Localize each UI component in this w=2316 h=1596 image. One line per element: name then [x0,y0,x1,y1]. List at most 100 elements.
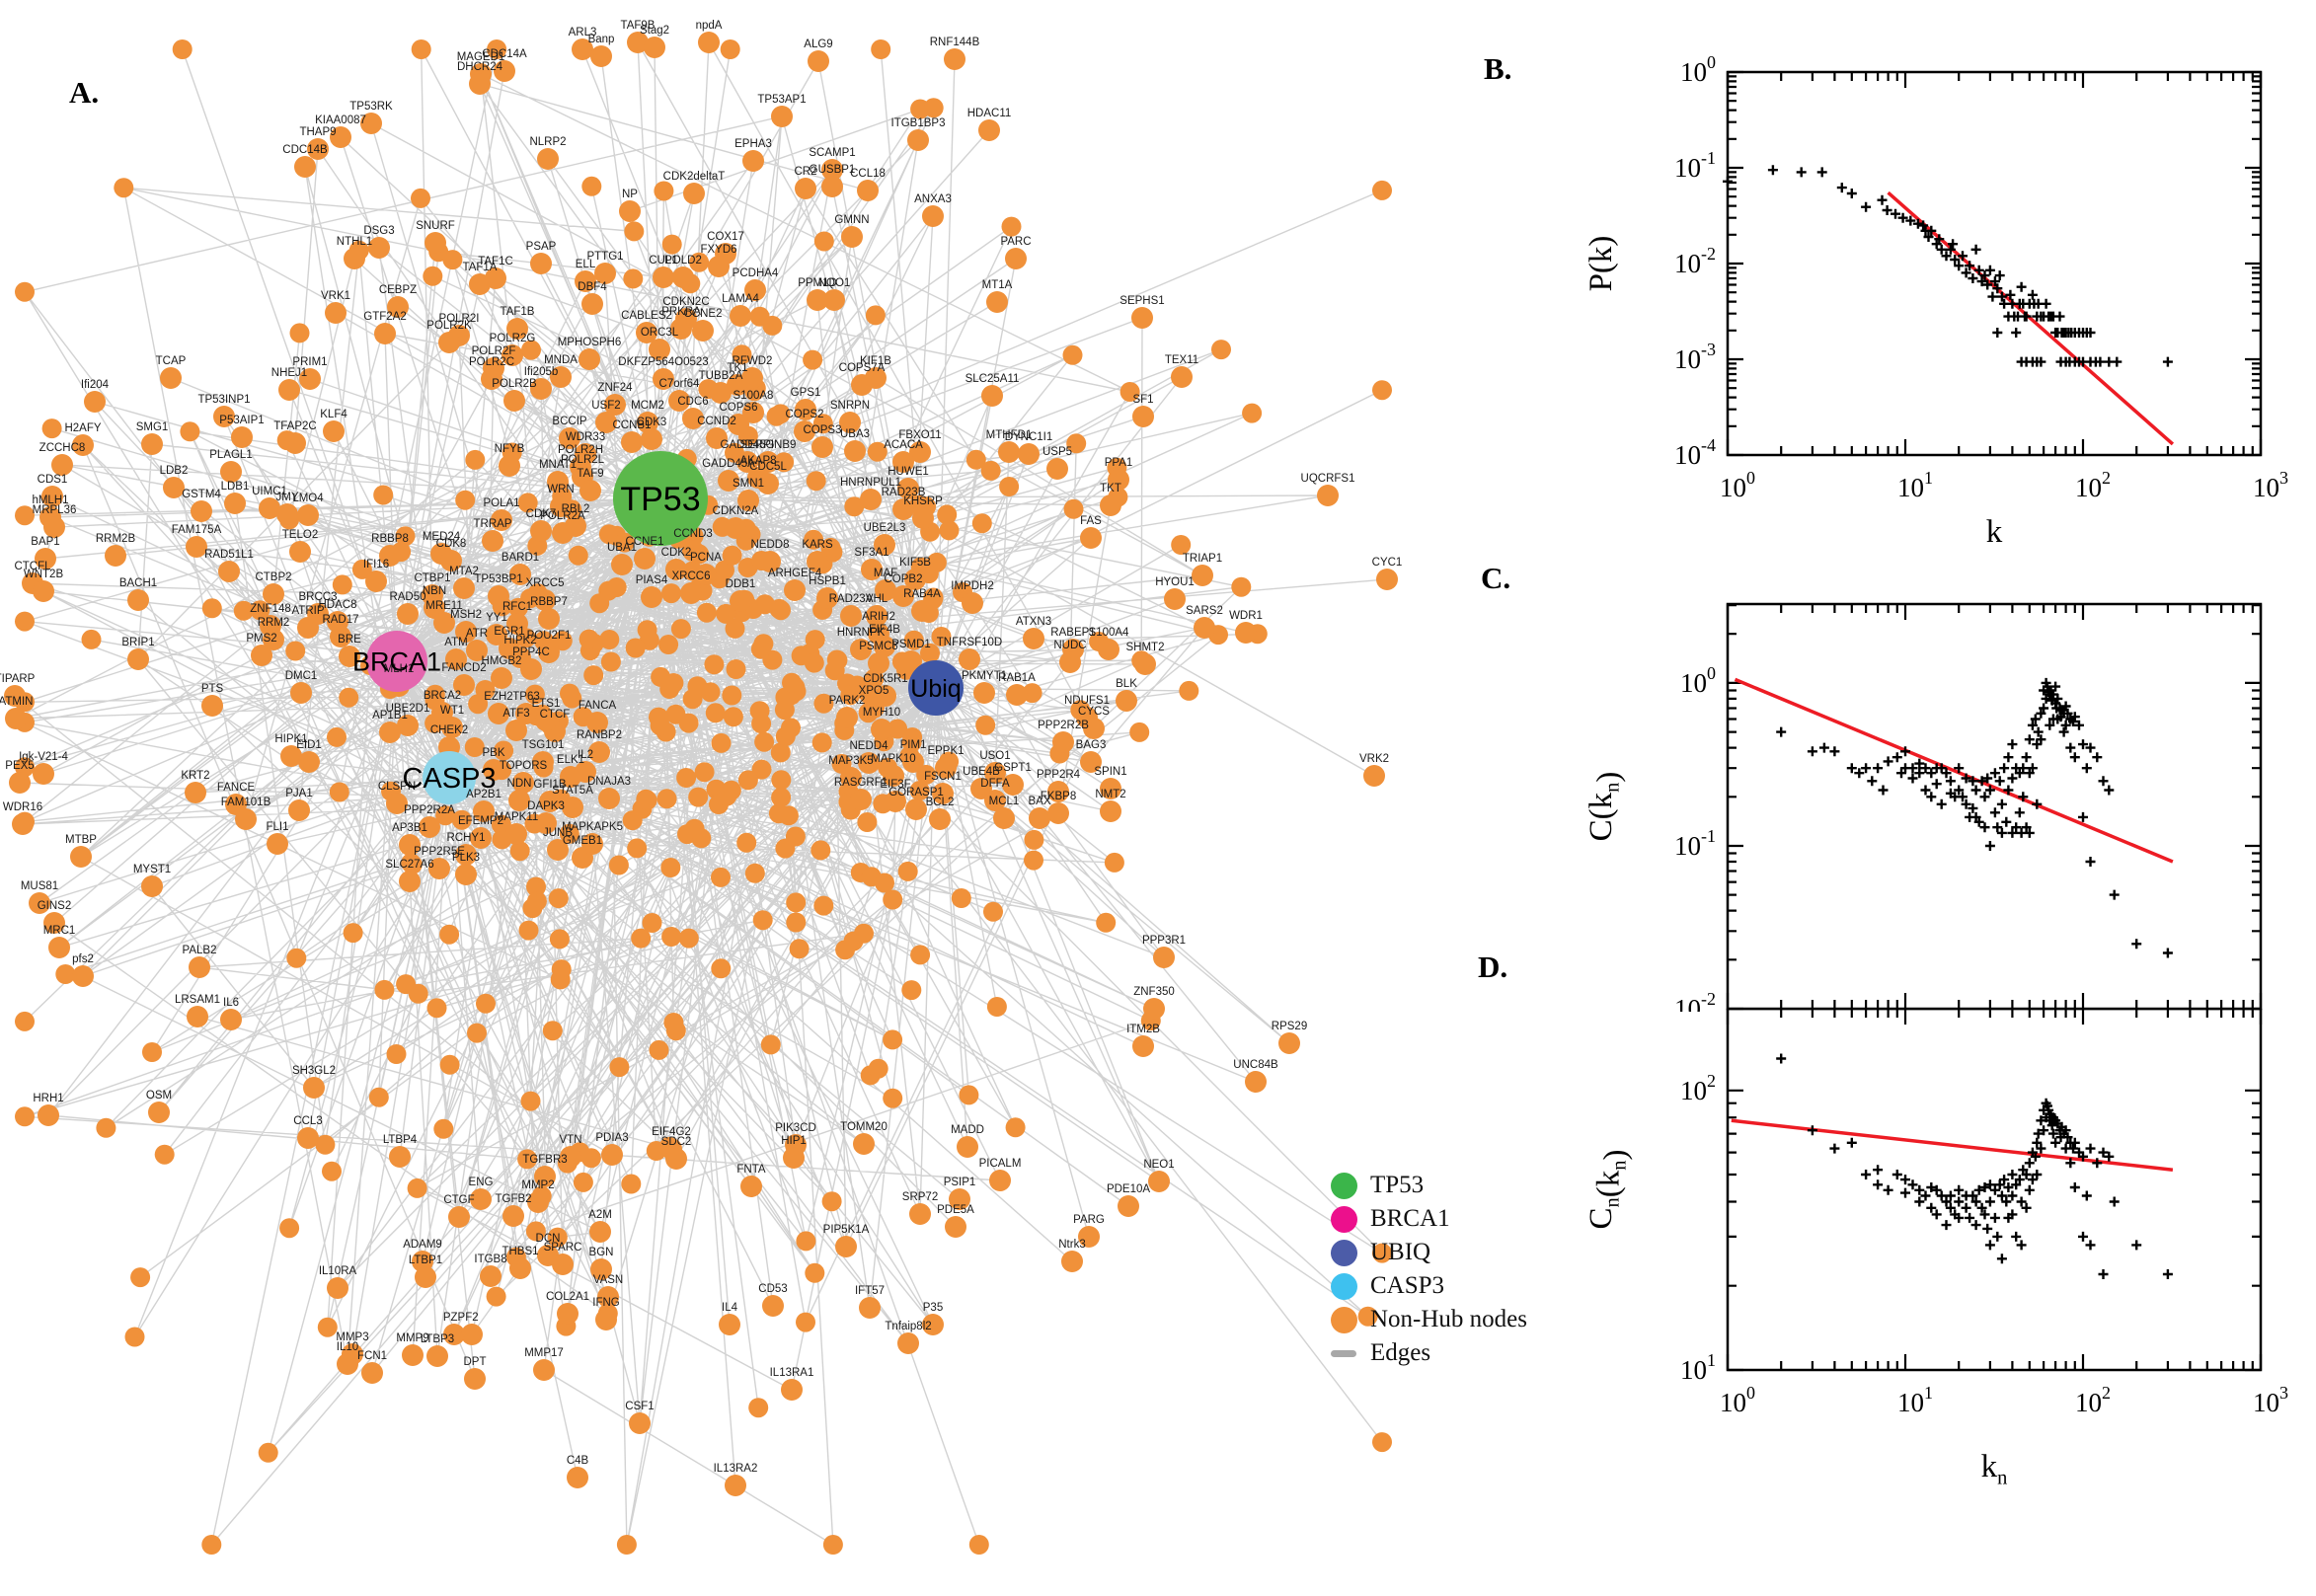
svg-text:100: 100 [1680,52,1716,87]
network-node [530,520,552,542]
network-node [547,471,569,493]
network-node [874,636,895,657]
node-label: DKFZP564O0523 [618,356,708,368]
network-node [298,751,320,773]
network-node [579,480,601,501]
node-label: FANCE [217,782,256,794]
node-label: SF1 [1132,394,1153,406]
node-label: MMP2 [521,1179,554,1191]
svg-text:101: 101 [1897,468,1933,502]
chart-neighborhood-connectivity: 102 101 100 101 102 103 Cn(kn) kn [1540,1007,2316,1596]
node-label: PPP2R2A [404,804,455,816]
node-label: WT1 [440,705,464,717]
network-node [1134,653,1156,675]
node-label: RASGRF1 [834,777,888,789]
network-node [1018,443,1040,465]
network-node [993,807,1015,829]
network-node [840,605,862,627]
network-node [621,431,643,453]
network-node [297,1127,319,1149]
scatter-points [1776,677,2173,958]
network-node [1083,718,1105,739]
hub-label-Ubiq: Ubiq [910,675,961,703]
network-node [816,587,838,609]
legend-label: BRCA1 [1370,1205,1450,1232]
node-label: PARK2 [829,695,866,707]
network-node [604,394,626,416]
node-label: XRCC6 [672,570,711,582]
network-node [278,379,300,401]
node-label: AKAP8 [739,455,776,467]
network-node [534,1166,556,1187]
network-node [897,1332,919,1354]
node-label: VRK2 [1359,753,1389,765]
hub-BRCA1 [366,631,427,692]
network-node [959,648,980,670]
node-label: TGFBR3 [522,1154,567,1166]
network-node [1153,947,1175,968]
node-label: NEDD4 [850,740,889,752]
svg-text:102: 102 [1680,1071,1716,1105]
node-label: MYST1 [133,864,171,875]
node-label: LDB2 [160,465,189,477]
network-node [857,180,879,201]
node-label: UNC84B [1233,1059,1278,1071]
node-label: COPS6 [720,402,758,414]
node-label: CD53 [758,1283,787,1295]
node-label: KARS [802,539,833,551]
network-node [440,550,462,571]
network-node [399,871,421,892]
svg-text:100: 100 [1680,663,1716,698]
hub-label-TP53: TP53 [620,481,700,518]
node-label: KIAA0087 [315,114,366,126]
node-label: DDB1 [726,578,756,590]
node-label: DAPK3 [527,800,565,812]
node-label: EGR1 [494,626,524,638]
network-node [725,1475,746,1496]
node-label: EFEMP2 [458,815,503,827]
node-label: MTBP [65,834,97,846]
node-label: JMY [276,492,299,503]
network-node [379,545,401,567]
network-node [325,302,347,324]
network-node [402,1344,424,1366]
node-label: TOMM20 [840,1121,888,1133]
node-label: BRCC3 [299,591,338,603]
node-label: TKT [1100,483,1121,494]
node-label: PSMC3 [859,641,898,652]
network-node [415,1266,436,1288]
network-node [505,823,527,845]
network-node [284,432,306,454]
network-node [1194,617,1215,639]
node-label: POU2F1 [527,630,572,642]
fit-line [1887,190,2175,446]
node-label: MADD [951,1124,984,1136]
network-node [581,293,603,315]
network-node [875,579,896,601]
node-label: MTHFD1 [986,429,1033,441]
node-label: CDC5L [749,461,787,473]
network-node [448,1206,470,1228]
network-node [502,344,523,366]
network-node [547,839,569,861]
network-node [539,791,561,812]
network-node [506,613,528,635]
node-label: RAD23B [882,487,926,498]
node-label: ITM2B [1126,1024,1160,1035]
node-label: HMGB2 [482,655,522,667]
node-label: LTBP1 [409,1254,442,1266]
node-label: MAF [874,568,897,579]
node-label: COPS2 [786,409,824,420]
legend-item-ubiq: UBIQ [1331,1236,1587,1269]
network-node [850,639,872,660]
node-label: CCNE1 [626,536,664,548]
node-label: GADD45A [702,458,755,470]
node-label: TAF1C [478,256,513,267]
node-label: POLR2I [439,313,480,325]
node-label: POLR2F [472,345,516,357]
node-label: NP [622,189,638,200]
network-node [1245,1071,1267,1093]
network-node [1059,651,1081,673]
node-swatch-icon [1331,1172,1357,1199]
network-node [533,1359,555,1381]
